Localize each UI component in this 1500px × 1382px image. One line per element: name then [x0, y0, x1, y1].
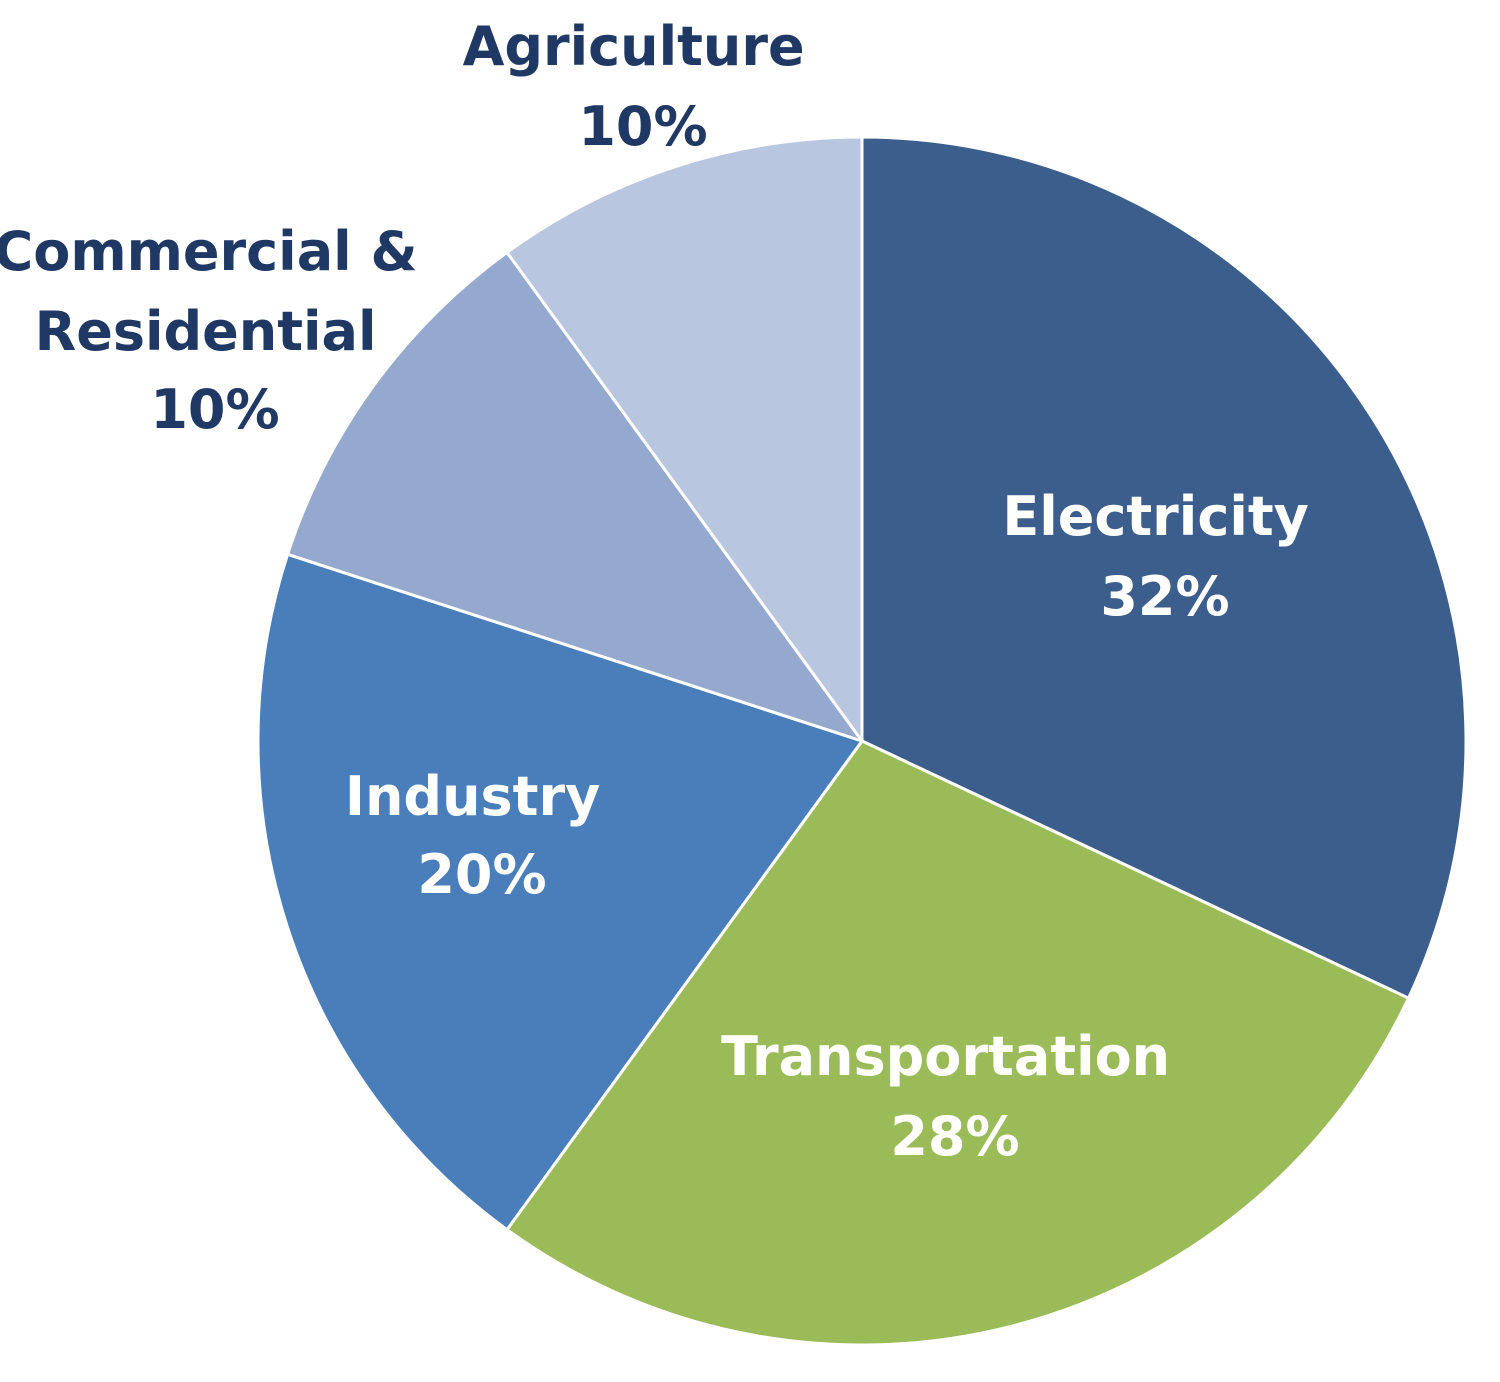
pie-slice-agriculture	[505, 135, 864, 743]
pie-slice-industry	[256, 552, 864, 1232]
pie-slice-electricity	[860, 135, 1468, 1000]
label-electricity: Electricity 32%	[1002, 485, 1327, 628]
pie-slice-transportation	[505, 739, 1411, 1347]
label-industry: Industry 20%	[345, 765, 619, 906]
label-agriculture: Agriculture 10%	[463, 15, 824, 158]
pie-slice-commercial-residential	[286, 250, 864, 743]
label-transportation: Transportation 28%	[721, 1025, 1189, 1168]
pie-slices	[256, 135, 1468, 1347]
label-commercial-residential: Commercial & Residential 10%	[0, 220, 436, 441]
